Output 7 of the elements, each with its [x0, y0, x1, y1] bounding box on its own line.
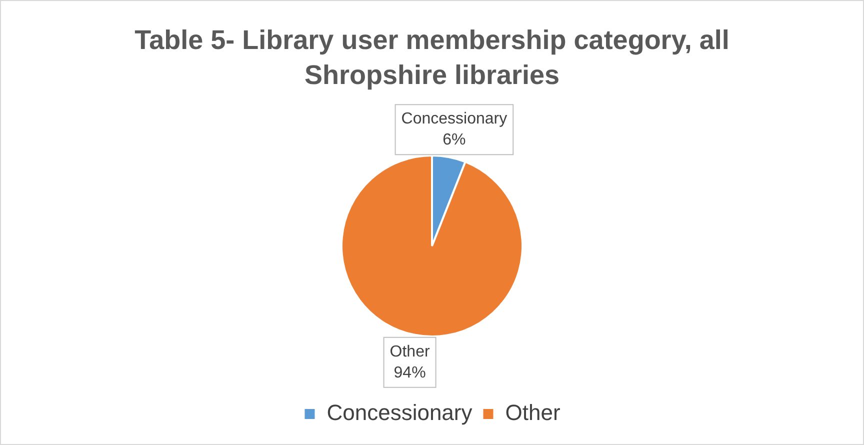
data-label: 94%: [394, 364, 426, 382]
legend-label: Concessionary: [326, 400, 472, 426]
slice-label: Concessionary: [401, 110, 508, 128]
slice-label: Other: [390, 343, 430, 360]
chart-title: Table 5- Library user membership category, all Shropshire libraries: [134, 24, 730, 92]
legend-label: Other: [505, 400, 560, 426]
data-label: 6%: [442, 131, 466, 148]
